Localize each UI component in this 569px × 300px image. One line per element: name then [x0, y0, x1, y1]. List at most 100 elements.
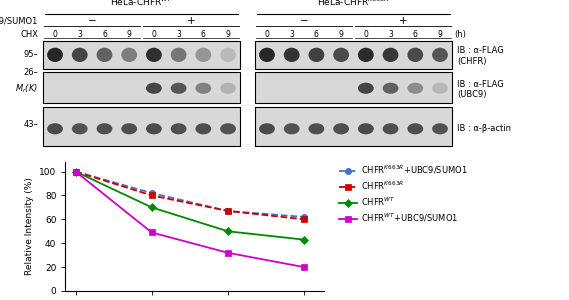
Ellipse shape — [171, 123, 187, 134]
Legend: CHFR$^{K663R}$+UBC9/SUMO1, CHFR$^{K663R}$, CHFR$^{WT}$, CHFR$^{WT}$+UBC9/SUMO1: CHFR$^{K663R}$+UBC9/SUMO1, CHFR$^{K663R}… — [339, 164, 467, 224]
CHFR$^{WT}$+UBC9/SUMO1 — [300, 265, 307, 269]
Ellipse shape — [121, 123, 137, 134]
Text: IB : α-β-actin: IB : α-β-actin — [457, 124, 511, 133]
Text: (UBC9): (UBC9) — [457, 90, 486, 99]
Bar — [255, 40, 452, 69]
Ellipse shape — [97, 123, 112, 134]
Ellipse shape — [333, 123, 349, 134]
Text: IB : α-FLAG: IB : α-FLAG — [457, 46, 504, 56]
Ellipse shape — [432, 48, 448, 62]
CHFR$^{WT}$ — [224, 230, 231, 233]
Text: IB : α-FLAG: IB : α-FLAG — [457, 80, 504, 89]
CHFR$^{K663R}$+UBC9/SUMO1 — [224, 209, 231, 213]
Ellipse shape — [146, 48, 162, 62]
CHFR$^{K663R}$ — [300, 218, 307, 221]
Text: (CHFR): (CHFR) — [457, 57, 486, 66]
Ellipse shape — [97, 48, 112, 62]
Ellipse shape — [432, 123, 448, 134]
Ellipse shape — [383, 83, 398, 94]
Ellipse shape — [407, 83, 423, 94]
Bar — [43, 106, 241, 146]
Text: CHX: CHX — [20, 30, 38, 39]
Text: 0: 0 — [52, 30, 57, 39]
Ellipse shape — [195, 48, 211, 62]
CHFR$^{WT}$ — [300, 238, 307, 242]
Ellipse shape — [284, 123, 300, 134]
Ellipse shape — [72, 123, 88, 134]
Ellipse shape — [171, 83, 187, 94]
Ellipse shape — [146, 123, 162, 134]
Ellipse shape — [358, 123, 374, 134]
Ellipse shape — [407, 48, 423, 62]
Text: 3: 3 — [289, 30, 294, 39]
Ellipse shape — [308, 48, 324, 62]
Text: 0: 0 — [151, 30, 156, 39]
Text: 6: 6 — [201, 30, 206, 39]
Text: 9: 9 — [339, 30, 344, 39]
CHFR$^{K663R}$ — [149, 194, 155, 197]
Text: +: + — [399, 16, 407, 26]
Text: HeLa-CHFR$^{WT}$: HeLa-CHFR$^{WT}$ — [110, 0, 173, 8]
Ellipse shape — [259, 48, 275, 62]
Bar — [255, 106, 452, 146]
Text: 3: 3 — [176, 30, 181, 39]
CHFR$^{K663R}$+UBC9/SUMO1 — [149, 191, 155, 195]
Text: $M_r$(K): $M_r$(K) — [15, 83, 38, 95]
Text: 0: 0 — [265, 30, 270, 39]
CHFR$^{WT}$+UBC9/SUMO1 — [224, 251, 231, 255]
Text: 6: 6 — [413, 30, 418, 39]
CHFR$^{WT}$ — [149, 206, 155, 209]
Ellipse shape — [284, 48, 300, 62]
Ellipse shape — [47, 48, 63, 62]
Text: 3: 3 — [77, 30, 82, 39]
Text: HeLa-CHFR$^{K663R}$: HeLa-CHFR$^{K663R}$ — [318, 0, 390, 8]
Ellipse shape — [195, 83, 211, 94]
Bar — [43, 72, 241, 103]
CHFR$^{WT}$+UBC9/SUMO1 — [72, 170, 79, 173]
Ellipse shape — [358, 48, 374, 62]
Text: UBC9/SUMO1: UBC9/SUMO1 — [0, 17, 38, 26]
Text: 6: 6 — [314, 30, 319, 39]
Ellipse shape — [72, 48, 88, 62]
Ellipse shape — [171, 48, 187, 62]
Ellipse shape — [47, 123, 63, 134]
CHFR$^{K663R}$+UBC9/SUMO1 — [72, 170, 79, 173]
Line: CHFR$^{K663R}$: CHFR$^{K663R}$ — [72, 168, 307, 223]
CHFR$^{K663R}$ — [72, 170, 79, 173]
Text: 9: 9 — [225, 30, 230, 39]
Text: 3: 3 — [388, 30, 393, 39]
Ellipse shape — [220, 123, 236, 134]
Text: 9: 9 — [438, 30, 443, 39]
Ellipse shape — [220, 48, 236, 62]
Text: 6: 6 — [102, 30, 107, 39]
CHFR$^{WT}$+UBC9/SUMO1 — [149, 231, 155, 234]
Text: −: − — [88, 16, 97, 26]
Ellipse shape — [146, 83, 162, 94]
Ellipse shape — [358, 83, 374, 94]
Ellipse shape — [220, 83, 236, 94]
Text: 0: 0 — [364, 30, 368, 39]
Text: (h): (h) — [455, 30, 467, 39]
Text: +: + — [187, 16, 195, 26]
CHFR$^{WT}$ — [72, 170, 79, 173]
Line: CHFR$^{WT}$+UBC9/SUMO1: CHFR$^{WT}$+UBC9/SUMO1 — [72, 168, 307, 270]
Text: 43–: 43– — [23, 119, 38, 128]
Text: 26–: 26– — [23, 68, 38, 77]
Y-axis label: Relative Intensity (%): Relative Intensity (%) — [24, 178, 34, 275]
Bar — [43, 40, 241, 69]
Ellipse shape — [407, 123, 423, 134]
Ellipse shape — [333, 48, 349, 62]
Ellipse shape — [383, 48, 398, 62]
Ellipse shape — [308, 123, 324, 134]
Text: −: − — [300, 16, 308, 26]
Bar — [255, 72, 452, 103]
Ellipse shape — [383, 123, 398, 134]
Ellipse shape — [432, 83, 448, 94]
CHFR$^{K663R}$+UBC9/SUMO1 — [300, 215, 307, 219]
Text: 95–: 95– — [23, 50, 38, 59]
Ellipse shape — [121, 48, 137, 62]
Ellipse shape — [259, 123, 275, 134]
Ellipse shape — [195, 123, 211, 134]
Line: CHFR$^{WT}$: CHFR$^{WT}$ — [72, 168, 307, 243]
Text: 9: 9 — [127, 30, 131, 39]
